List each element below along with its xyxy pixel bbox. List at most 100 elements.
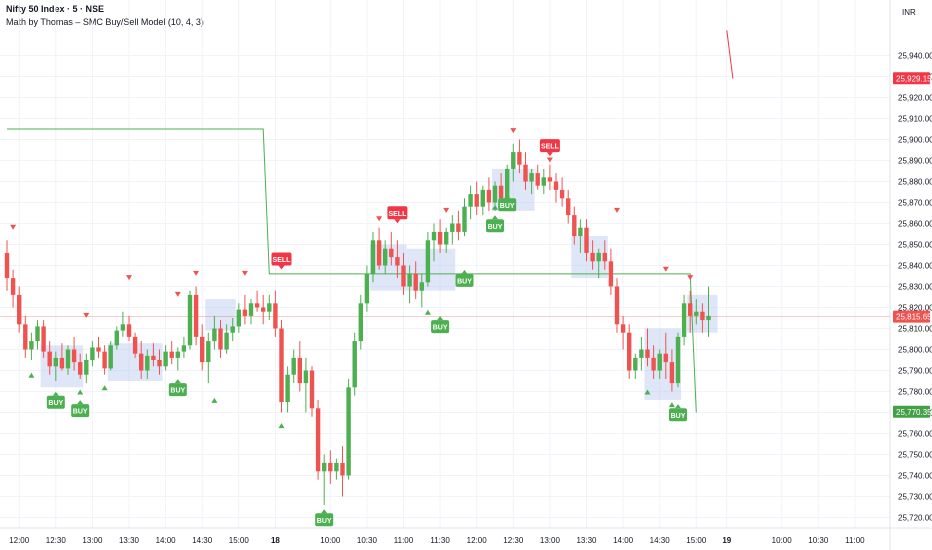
signal-pointer bbox=[321, 509, 328, 514]
candle-body bbox=[23, 324, 28, 350]
candle bbox=[413, 261, 418, 300]
price-tick-label: 25,780.00 bbox=[898, 388, 932, 397]
time-tick-label: 14:00 bbox=[613, 536, 634, 545]
candle bbox=[566, 189, 571, 224]
price-tick-label: 25,830.00 bbox=[898, 283, 932, 292]
candle-body bbox=[596, 252, 601, 262]
candle-body bbox=[236, 309, 241, 327]
candle bbox=[328, 450, 333, 484]
time-tick-label: 15:00 bbox=[686, 536, 707, 545]
price-tick-label: 25,870.00 bbox=[898, 199, 932, 208]
candle bbox=[657, 349, 662, 379]
swing-low-triangle bbox=[77, 389, 84, 395]
candle-body bbox=[200, 336, 205, 363]
candle bbox=[553, 173, 559, 203]
candle-body bbox=[224, 332, 229, 350]
candle-body bbox=[328, 462, 333, 472]
buy-signal: BUY bbox=[455, 269, 474, 287]
price-badge-bg bbox=[893, 72, 930, 85]
currency-label[interactable]: INR bbox=[902, 8, 916, 17]
time-tick-label: 14:30 bbox=[650, 536, 671, 545]
candle bbox=[17, 286, 22, 333]
candle-body bbox=[523, 164, 528, 182]
candle bbox=[139, 341, 144, 379]
candle-body bbox=[303, 370, 309, 384]
candle bbox=[108, 341, 113, 371]
candle-body bbox=[444, 231, 449, 245]
signal-box bbox=[539, 139, 560, 153]
signal-pointer bbox=[77, 400, 84, 405]
candle bbox=[480, 185, 485, 216]
candle bbox=[511, 143, 516, 182]
candle bbox=[4, 240, 10, 291]
candle bbox=[675, 332, 681, 388]
candle bbox=[456, 210, 461, 241]
price-axis[interactable]: 25,720.00 25,730.00 25,740.00 25,750.00 25,7… bbox=[898, 52, 932, 523]
candle bbox=[376, 227, 382, 270]
candle-body bbox=[309, 370, 315, 409]
sell-signal: SELL bbox=[271, 252, 292, 270]
price-axis-labels: 25,929.15 25,815.65 25,770.35 bbox=[893, 72, 932, 418]
candle-body bbox=[17, 294, 22, 325]
candle-body bbox=[602, 252, 607, 262]
signal-box bbox=[669, 408, 687, 422]
swing-markers bbox=[10, 128, 694, 517]
candle bbox=[425, 231, 431, 287]
candle-body bbox=[572, 215, 577, 237]
candle-body bbox=[261, 307, 266, 312]
price-badge-text: 25,770.35 bbox=[896, 408, 932, 417]
price-tick-label: 25,810.00 bbox=[898, 325, 932, 334]
time-tick-label: 14:00 bbox=[156, 536, 177, 545]
price-tick-label: 25,720.00 bbox=[898, 514, 932, 523]
candle-body bbox=[620, 324, 626, 333]
signal-pointer bbox=[461, 269, 468, 274]
buy-signal: BUY bbox=[669, 404, 687, 422]
resistance-line bbox=[726, 30, 734, 79]
candle-body bbox=[383, 248, 388, 266]
candle-body bbox=[279, 328, 284, 402]
indicator-label[interactable]: Math by Thomas – SMC Buy/Sell Model (10,… bbox=[6, 17, 204, 27]
candle bbox=[71, 336, 77, 371]
candle bbox=[370, 231, 376, 283]
candle-body bbox=[340, 462, 345, 476]
buy-signal: BUY bbox=[498, 194, 517, 212]
candle bbox=[315, 399, 321, 480]
candle-body bbox=[35, 326, 40, 342]
candle bbox=[688, 290, 693, 333]
candle bbox=[126, 315, 132, 342]
candles[interactable] bbox=[4, 139, 711, 505]
time-axis[interactable]: 12:00 12:30 13:00 13:30 14:00 14:30 15:00 18 10:… bbox=[9, 536, 865, 545]
candle bbox=[29, 332, 34, 360]
swing-high-triangle bbox=[241, 270, 248, 276]
signal-label: BUY bbox=[317, 518, 332, 525]
candle-body bbox=[376, 240, 382, 266]
time-tick-label: 15:00 bbox=[229, 536, 250, 545]
candle bbox=[419, 273, 424, 308]
time-tick-label: 13:30 bbox=[119, 536, 140, 545]
candle-body bbox=[212, 328, 217, 342]
price-tick-label: 25,800.00 bbox=[898, 346, 932, 355]
candle bbox=[407, 265, 412, 304]
signal-pointer bbox=[52, 391, 59, 396]
signal-pointer bbox=[546, 152, 553, 157]
candle bbox=[254, 290, 260, 312]
signal-box bbox=[498, 198, 517, 212]
time-tick-label: 10:00 bbox=[772, 536, 793, 545]
buy-signal: BUY bbox=[168, 379, 187, 397]
candle bbox=[59, 343, 65, 371]
price-tick-label: 25,860.00 bbox=[898, 220, 932, 229]
swing-high-triangle bbox=[662, 266, 669, 272]
candle bbox=[694, 299, 699, 325]
candle-body bbox=[358, 303, 363, 342]
candle bbox=[620, 315, 626, 350]
swing-high-triangle bbox=[687, 275, 694, 281]
candle-body bbox=[59, 357, 65, 369]
candle-body bbox=[71, 349, 77, 363]
candle-body bbox=[102, 351, 107, 369]
swing-low-triangle bbox=[28, 372, 35, 378]
candle-body bbox=[230, 326, 235, 333]
price-badge-bg bbox=[893, 310, 930, 323]
candle-body bbox=[651, 357, 656, 371]
